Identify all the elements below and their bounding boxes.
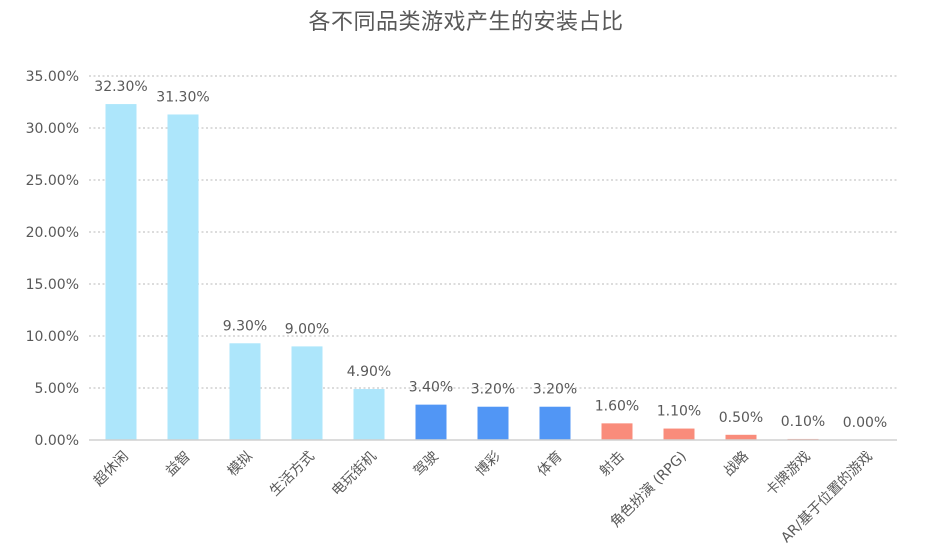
y-tick-label: 5.00%: [35, 381, 79, 397]
bar: [601, 423, 633, 440]
y-tick-label: 30.00%: [26, 121, 79, 137]
bar: [167, 114, 199, 440]
x-category-label: 体育: [535, 449, 566, 480]
x-category-label: 益智: [163, 449, 194, 480]
x-category-label: 生活方式: [267, 449, 318, 500]
bar: [663, 428, 695, 440]
data-label: 3.20%: [533, 382, 577, 398]
data-labels: 32.30% 31.30% 9.30% 9.00% 4.90% 3.40% 3.20% 3.2…: [94, 79, 887, 431]
bar: [353, 389, 385, 440]
data-label: 31.30%: [156, 89, 209, 105]
bar: [725, 434, 757, 440]
bar: [477, 406, 509, 440]
x-category-label: 驾驶: [411, 449, 442, 480]
x-category-label: 战略: [721, 449, 752, 480]
x-category-label: 博彩: [472, 448, 504, 480]
data-label: 3.40%: [409, 380, 453, 396]
data-label: 9.00%: [285, 321, 329, 337]
y-tick-label: 0.00%: [35, 433, 79, 449]
y-axis-ticks: 0.00% 5.00% 10.00% 15.00% 20.00% 25.00% 30.00%…: [26, 69, 79, 449]
data-label: 0.50%: [719, 410, 763, 426]
bars: [105, 104, 819, 440]
gridlines: [89, 75, 897, 389]
data-label: 0.10%: [781, 414, 825, 430]
chart-title: 各不同品类游戏产生的安装占比: [308, 10, 624, 35]
data-label: 1.60%: [595, 398, 639, 414]
data-label: 32.30%: [94, 79, 147, 95]
x-category-label: 卡牌游戏: [762, 448, 814, 500]
data-label: 4.90%: [347, 364, 391, 380]
data-label: 9.30%: [223, 318, 267, 334]
bar: [539, 406, 571, 440]
data-label: 3.20%: [471, 382, 515, 398]
data-label: 0.00%: [843, 415, 887, 431]
x-category-label: 模拟: [225, 449, 256, 480]
x-category-label: 射击: [597, 449, 628, 480]
y-tick-label: 35.00%: [26, 69, 79, 85]
bar: [415, 404, 447, 440]
y-tick-label: 15.00%: [26, 277, 79, 293]
bar: [105, 104, 137, 440]
bar: [291, 346, 323, 440]
y-tick-label: 10.00%: [26, 329, 79, 345]
y-tick-label: 20.00%: [26, 225, 79, 241]
data-label: 1.10%: [657, 404, 701, 420]
y-tick-label: 25.00%: [26, 173, 79, 189]
bar: [229, 343, 261, 440]
x-category-label: 电玩街机: [329, 449, 380, 500]
x-category-label: 超休闲: [91, 449, 132, 490]
